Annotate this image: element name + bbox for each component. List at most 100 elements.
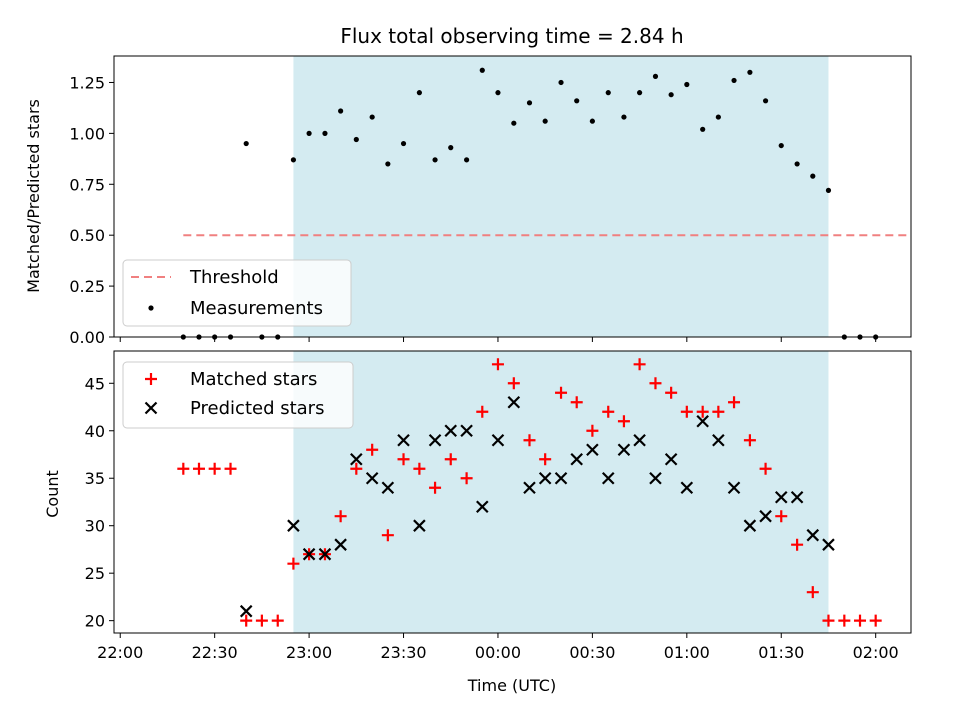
x-tick-label: 00:30 (569, 643, 615, 662)
predicted-star-point (491, 433, 505, 447)
predicted-star-point (822, 538, 835, 551)
matched-star-point (712, 405, 725, 418)
predicted-star-point (507, 395, 521, 409)
top-measurement-point (306, 130, 312, 136)
matched-star-point (271, 614, 284, 627)
top-y-tick-label: 0.00 (69, 328, 105, 347)
top-measurement-point (778, 142, 784, 149)
matched-star-point (791, 538, 804, 551)
bottom-y-tick-label: 30 (85, 517, 105, 536)
matched-star-point (743, 434, 756, 447)
matched-star-point (177, 462, 190, 475)
x-tick-label: 02:00 (853, 643, 899, 662)
matched-star-point (696, 405, 709, 418)
top-measurement-point (542, 118, 548, 124)
legend-box (122, 259, 352, 327)
top-measurement-point (825, 187, 832, 193)
top-observing-span (293, 56, 829, 337)
predicted-star-point (460, 424, 473, 438)
top-measurement-point (605, 90, 611, 96)
bottom-y-tick-label: 45 (85, 374, 105, 393)
top-measurement-point (322, 130, 328, 136)
x-tick-label: 22:00 (97, 643, 143, 662)
matched-star-point (633, 358, 646, 371)
predicted-star-point (334, 538, 347, 551)
predicted-star-point (397, 433, 410, 447)
matched-star-point (665, 386, 678, 399)
matched-star-point (586, 424, 599, 437)
top-measurement-point (369, 114, 375, 120)
top-measurement-point (385, 161, 391, 167)
top-measurement-point (558, 79, 564, 86)
x-tick-label: 01:00 (664, 643, 710, 662)
top-y-tick-label: 0.75 (69, 175, 105, 194)
bottom-axes-frame (113, 350, 912, 634)
predicted-star-point (413, 519, 426, 532)
legend-measurement-label: Measurements (190, 298, 323, 319)
predicted-star-point (287, 519, 300, 532)
top-measurement-point (479, 67, 485, 73)
matched-star-point (208, 462, 221, 475)
matched-star-point (334, 510, 347, 523)
matched-star-point (838, 614, 851, 627)
top-measurement-point (637, 90, 643, 96)
x-tick-label: 23:30 (380, 643, 426, 662)
top-measurement-point (464, 157, 470, 163)
top-measurement-point (700, 126, 706, 132)
matched-star-point (224, 462, 237, 475)
predicted-star-point (586, 443, 599, 457)
predicted-star-point (428, 433, 442, 447)
top-measurement-point (589, 118, 595, 124)
matched-star-point (617, 415, 630, 428)
x-axis-label: Time (UTC) (467, 676, 556, 695)
predicted-star-point (790, 490, 804, 504)
predicted-star-point (649, 471, 662, 485)
matched-star-point (775, 510, 788, 523)
bottom-panel-counts: 20 25 30 35 40 45 22:00 22:30 23:00 23:30 00:00 00:… (85, 350, 912, 662)
matched-star-point (854, 614, 867, 627)
top-measurement-point (290, 157, 297, 163)
top-measurement-point (715, 114, 721, 120)
x-tick-label: 00:00 (475, 643, 521, 662)
predicted-star-point (444, 424, 458, 438)
bottom-y-axis-label: Count (43, 470, 62, 518)
legend-matched-label: Matched stars (190, 369, 317, 390)
matched-star-point (255, 614, 268, 627)
top-measurement-point (668, 92, 674, 98)
matched-star-point (555, 386, 568, 399)
matched-star-point (539, 453, 552, 466)
matched-star-point (287, 557, 300, 570)
predicted-star-point (350, 452, 363, 466)
legend-box (122, 361, 354, 429)
x-tick-label: 01:30 (758, 643, 804, 662)
top-legend: Threshold Measurements (122, 259, 352, 327)
matched-star-point (397, 453, 410, 466)
predicted-star-point (664, 452, 678, 466)
matched-star-point (350, 462, 363, 475)
predicted-star-point (554, 471, 568, 485)
legend-predicted-label: Predicted stars (190, 398, 324, 419)
matched-star-point (759, 462, 772, 475)
matched-star-point (869, 614, 882, 627)
matched-star-point (381, 529, 394, 542)
top-measurement-point (762, 98, 769, 104)
predicted-star-point (774, 490, 788, 504)
matched-star-point (507, 377, 520, 390)
legend-predicted-swatch (144, 401, 158, 415)
top-y-tick-label: 0.25 (69, 277, 105, 296)
top-measurement-point (243, 140, 249, 147)
predicted-star-point (633, 433, 646, 447)
legend-threshold-label: Threshold (189, 267, 279, 288)
chart-title: Flux total observing time = 2.84 h (340, 24, 683, 48)
top-measurement-point (400, 140, 407, 147)
matched-star-point (822, 614, 835, 627)
top-y-axis-label: Matched/Predicted stars (24, 99, 43, 293)
predicted-star-point (696, 414, 709, 428)
matched-star-point (649, 377, 662, 390)
bottom-legend: Matched stars Predicted stars (122, 361, 354, 429)
matched-star-point (680, 405, 693, 418)
matched-star-point (444, 453, 457, 466)
matched-star-point (476, 405, 489, 418)
matched-star-point (602, 405, 615, 418)
